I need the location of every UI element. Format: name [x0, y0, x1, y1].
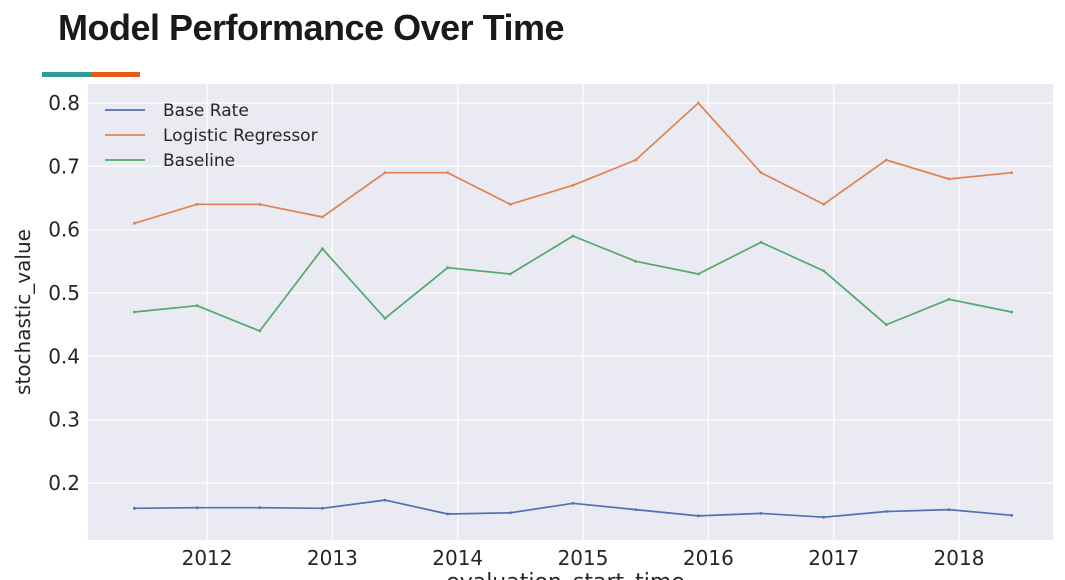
data-point — [947, 297, 951, 301]
data-point — [195, 506, 199, 510]
legend-label: Baseline — [163, 151, 235, 171]
data-point — [822, 202, 826, 206]
data-point — [822, 269, 826, 273]
legend-label: Base Rate — [163, 101, 249, 121]
data-point — [696, 101, 700, 105]
data-point — [508, 202, 512, 206]
data-point — [884, 158, 888, 162]
data-point — [696, 272, 700, 276]
data-point — [446, 266, 450, 270]
data-point — [884, 323, 888, 327]
data-point — [947, 177, 951, 181]
data-point — [947, 508, 951, 511]
data-point — [383, 498, 387, 502]
x-tick-label: 2018 — [934, 546, 985, 570]
data-point — [383, 171, 387, 175]
x-tick-label: 2016 — [683, 546, 734, 570]
y-tick-label: 0.6 — [48, 218, 80, 242]
y-axis-label: stochastic_value — [11, 229, 35, 395]
data-point — [446, 512, 450, 516]
slide-title: Model Performance Over Time — [58, 7, 565, 48]
data-point — [508, 511, 512, 515]
plot-area — [88, 84, 1053, 540]
data-point — [571, 183, 575, 187]
data-point — [258, 202, 262, 206]
data-point — [508, 272, 512, 276]
x-tick-label: 2013 — [307, 546, 358, 570]
x-axis-label: evaluation_start_time — [446, 570, 685, 580]
data-point — [195, 304, 199, 308]
data-point — [320, 215, 324, 219]
data-point — [571, 234, 575, 238]
x-tick-label: 2014 — [432, 546, 483, 570]
title-accent-bar-orange — [92, 72, 140, 77]
data-point — [822, 515, 826, 519]
data-point — [696, 514, 700, 518]
data-point — [1010, 171, 1014, 175]
y-tick-label: 0.8 — [48, 91, 80, 115]
data-point — [634, 259, 638, 263]
y-tick-label: 0.3 — [48, 408, 80, 432]
data-point — [759, 240, 763, 244]
y-tick-label: 0.7 — [48, 154, 80, 178]
data-point — [634, 158, 638, 162]
legend-label: Logistic Regressor — [163, 126, 318, 146]
data-point — [258, 506, 262, 510]
x-tick-label: 2012 — [182, 546, 233, 570]
data-point — [759, 171, 763, 175]
data-point — [132, 310, 136, 314]
data-point — [320, 247, 324, 251]
data-point — [634, 508, 638, 511]
x-tick-label: 2017 — [808, 546, 859, 570]
data-point — [383, 316, 387, 320]
data-point — [759, 512, 763, 515]
data-point — [884, 510, 888, 513]
data-point — [446, 171, 450, 175]
data-point — [132, 506, 136, 510]
data-point — [571, 501, 575, 505]
y-tick-label: 0.5 — [48, 281, 80, 305]
title-accent-bar-teal — [42, 72, 92, 77]
y-tick-label: 0.4 — [48, 344, 80, 368]
data-point — [320, 506, 324, 510]
data-point — [195, 202, 199, 206]
data-point — [1010, 513, 1014, 517]
y-tick-label: 0.2 — [48, 471, 80, 495]
data-point — [258, 329, 262, 333]
x-tick-label: 2015 — [558, 546, 609, 570]
data-point — [132, 221, 136, 225]
data-point — [1010, 310, 1014, 314]
